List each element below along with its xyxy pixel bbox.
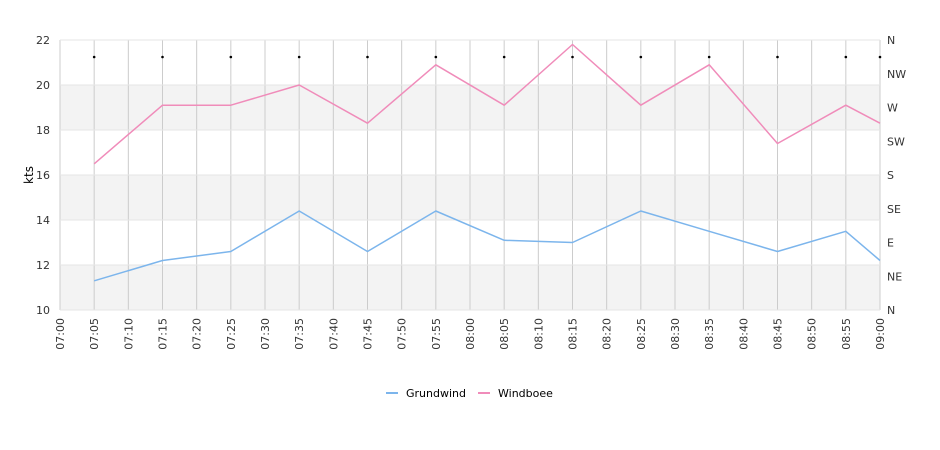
x-tick-label: 08:30 [669,318,682,350]
data-point[interactable] [229,104,232,107]
x-tick-label: 08:50 [806,318,819,350]
x-tick-label: 07:10 [122,318,135,350]
direction-marker [502,55,506,59]
data-point[interactable] [708,63,711,66]
direction-tick-label: N [887,34,895,47]
x-tick-label: 08:25 [635,318,648,350]
data-point[interactable] [434,63,437,66]
data-point[interactable] [93,279,96,282]
direction-marker [707,55,711,59]
y-tick-label: 12 [36,259,50,272]
legend-item-grundwind[interactable]: Grundwind [386,387,466,400]
x-tick-label: 08:35 [703,318,716,350]
x-tick-label: 07:25 [225,318,238,350]
direction-marker [161,55,164,59]
y-tick-label: 20 [36,79,50,92]
data-point[interactable] [879,259,882,262]
series-lines [93,43,882,282]
direction-markers [92,55,882,59]
data-point[interactable] [844,104,847,107]
y-axis-ticks: 10 12 14 16 18 20 22 [36,34,50,317]
direction-tick-label: N [887,304,895,317]
x-tick-label: 07:45 [362,318,375,350]
data-point[interactable] [366,122,369,125]
data-point[interactable] [229,250,232,253]
x-tick-label: 07:30 [259,318,272,350]
x-tick-label: 07:00 [54,318,67,350]
direction-tick-label: SE [887,203,901,216]
legend-label: Windboee [498,387,553,400]
series-line-grundwind[interactable] [93,210,881,282]
series-line-windboee[interactable] [93,43,881,165]
direction-marker [297,55,301,59]
y-tick-label: 22 [36,34,50,47]
direction-tick-label: E [887,237,894,250]
direction-marker [776,55,779,59]
y-tick-label: 18 [36,124,50,137]
direction-marker [844,55,848,59]
x-tick-label: 08:40 [737,318,750,350]
x-tick-label: 07:20 [191,318,204,350]
direction-tick-label: SW [887,135,905,148]
x-tick-label: 09:00 [874,318,887,350]
x-tick-label: 07:05 [88,318,101,350]
data-point[interactable] [571,241,574,244]
legend[interactable]: Grundwind Windboee [386,387,553,400]
data-point[interactable] [161,259,164,262]
direction-marker [92,55,96,59]
y-tick-label: 16 [36,169,50,182]
x-tick-label: 08:15 [567,318,580,350]
direction-marker [639,55,643,59]
direction-tick-label: NE [887,270,902,283]
direction-marker [571,55,574,59]
data-point[interactable] [161,104,164,107]
data-point[interactable] [844,230,847,233]
data-point[interactable] [776,142,779,145]
direction-marker [229,55,233,59]
data-point[interactable] [708,230,711,233]
direction-tick-label: NW [887,68,906,81]
y-tick-label: 10 [36,304,50,317]
x-tick-label: 07:50 [396,318,409,350]
data-point[interactable] [879,122,882,125]
data-point[interactable] [503,239,506,242]
data-point[interactable] [434,210,437,213]
legend-label: Grundwind [406,387,466,400]
x-tick-label: 08:10 [532,318,545,350]
x-tick-label: 08:05 [498,318,511,350]
x-tick-label: 07:15 [157,318,170,350]
data-point[interactable] [298,84,301,87]
data-point[interactable] [366,250,369,253]
data-point[interactable] [776,250,779,253]
y-tick-label: 14 [36,214,50,227]
data-point[interactable] [298,210,301,213]
x-tick-label: 07:55 [430,318,443,350]
data-point[interactable] [503,104,506,107]
x-tick-label: 08:45 [772,318,785,350]
x-tick-label: 07:35 [293,318,306,350]
x-tick-label: 08:20 [601,318,614,350]
right-axis-ticks: N NE E SE S SW W NW N [887,34,906,317]
y-axis-label: kts [22,166,36,184]
direction-tick-label: W [887,102,898,115]
x-axis-ticks: 07:00 07:05 07:10 07:15 07:20 07:25 07:30 07:35… [54,318,887,350]
data-point[interactable] [639,210,642,213]
direction-marker [878,55,882,59]
data-point[interactable] [93,162,96,165]
direction-marker [434,55,438,59]
direction-marker [366,55,369,59]
direction-tick-label: S [887,169,894,182]
x-tick-label: 08:00 [464,318,477,350]
x-tick-label: 08:55 [840,318,853,350]
data-point[interactable] [571,43,574,46]
x-tick-label: 07:40 [327,318,340,350]
legend-item-windboee[interactable]: Windboee [478,387,553,400]
data-point[interactable] [639,104,642,107]
